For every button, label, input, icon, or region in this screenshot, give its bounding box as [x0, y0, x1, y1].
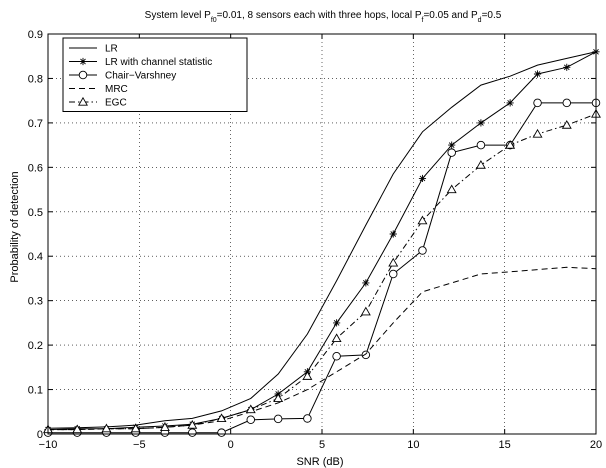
circle-marker: [188, 428, 197, 437]
x-tick-label: 10: [407, 439, 419, 451]
star-marker: [389, 230, 397, 238]
triangle-marker: [216, 413, 227, 423]
title-part: =0.5: [482, 10, 502, 21]
y-tick-label: 0.2: [28, 340, 43, 352]
series-line: [47, 51, 597, 429]
star-marker: [448, 141, 456, 149]
series-lr: [47, 51, 597, 429]
triangle-marker: [72, 424, 83, 434]
triangle-marker: [331, 333, 342, 343]
x-tick-label: 5: [319, 439, 325, 451]
star-marker: [79, 57, 87, 66]
triangle-marker: [388, 257, 399, 267]
axis-ticks: −10 −5 0 5 10 15 20 0 0.1 0.2 0.3 0.4 0.5 0.6 0.7 0.8 0.…: [28, 29, 602, 451]
circle-marker: [246, 415, 256, 425]
circle-marker: [78, 70, 88, 80]
series-layer: [43, 48, 601, 437]
triangle-marker: [187, 420, 198, 429]
triangle-marker: [532, 128, 543, 138]
series-egc: [43, 108, 601, 434]
series-chair-varshney: [43, 98, 601, 437]
series-line: [48, 266, 597, 431]
triangle-marker: [273, 393, 284, 403]
series-mrc: [48, 266, 597, 431]
legend-label: LR with channel statistic: [105, 57, 212, 68]
triangle-marker: [561, 120, 572, 129]
triangle-marker: [302, 371, 313, 380]
y-tick-label: 0.4: [28, 251, 43, 263]
star-marker: [506, 99, 514, 107]
x-tick-label: −5: [133, 439, 146, 451]
star-marker: [533, 70, 542, 78]
y-tick-label: 0.9: [28, 29, 43, 41]
title-subscript: d: [478, 17, 482, 24]
star-marker: [477, 119, 485, 127]
x-tick-label: 15: [499, 439, 511, 451]
y-tick-label: 0.5: [28, 207, 43, 219]
triangle-marker: [245, 404, 256, 414]
circle-marker: [418, 246, 427, 255]
triangle-marker: [159, 422, 170, 431]
x-tick-label: −10: [39, 439, 58, 451]
series-line: [48, 113, 597, 431]
star-marker: [333, 319, 341, 327]
series-line: [47, 51, 597, 431]
triangle-marker: [130, 423, 141, 433]
x-axis-label: SNR (dB): [296, 456, 343, 468]
title-part: =0.01, 8 sensors each with three hops, l…: [217, 10, 422, 21]
circle-marker: [361, 350, 371, 360]
chart-title: System level Pf0=0.01, 8 sensors each wi…: [145, 10, 502, 24]
legend-label: EGC: [105, 98, 127, 109]
circle-marker: [388, 269, 398, 279]
star-marker: [563, 63, 571, 71]
legend-label: MRC: [105, 84, 128, 95]
circle-marker: [476, 140, 486, 150]
triangle-marker: [446, 184, 457, 194]
x-tick-label: 20: [590, 439, 602, 451]
y-tick-label: 0.6: [28, 162, 43, 174]
series-line: [48, 102, 596, 434]
title-subscript: f0: [211, 17, 217, 24]
y-tick-label: 0.3: [28, 296, 43, 308]
y-tick-label: 0.7: [28, 118, 43, 130]
x-tick-label: 0: [228, 439, 234, 451]
legend-label: LR: [105, 44, 118, 55]
legend: LR LR with channel statistic Chair−Varshne…: [62, 37, 248, 112]
title-subscript: f: [422, 17, 424, 24]
circle-marker: [533, 98, 542, 108]
circle-marker: [562, 98, 572, 108]
triangle-marker: [505, 140, 516, 149]
legend-label: Chair−Varshney: [105, 71, 176, 82]
triangle-marker: [101, 423, 112, 433]
circle-marker: [217, 428, 226, 437]
y-tick-label: 0.1: [28, 385, 43, 397]
circle-marker: [303, 414, 312, 423]
y-tick-label: 0: [37, 429, 43, 441]
star-marker: [418, 174, 427, 183]
circle-marker: [447, 148, 456, 157]
title-part: =0.05 and P: [423, 10, 478, 21]
circle-marker: [273, 414, 283, 424]
title-part: System level P: [145, 10, 211, 21]
y-axis-label: Probability of detection: [9, 171, 21, 282]
triangle-marker: [417, 215, 428, 225]
triangle-marker: [360, 306, 371, 316]
triangle-marker: [78, 96, 88, 106]
star-marker: [362, 279, 370, 287]
triangle-marker: [475, 160, 486, 169]
circle-marker: [332, 351, 341, 361]
y-tick-label: 0.8: [28, 73, 43, 85]
